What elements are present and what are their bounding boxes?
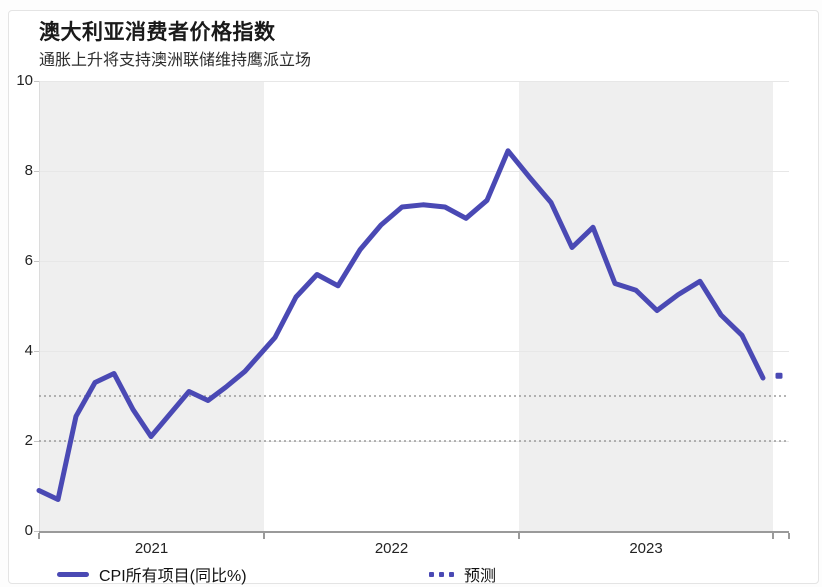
forecast-point (775, 372, 783, 379)
dotted-line-swatch-icon (429, 571, 454, 577)
legend-label-forecast: 预测 (464, 568, 497, 585)
y-axis-label-0: 0 (24, 522, 33, 539)
y-axis-label-6: 6 (24, 252, 33, 269)
y-axis-tick-2 (34, 440, 39, 442)
y-axis-label-4: 4 (24, 342, 33, 359)
x-axis-tick (518, 533, 520, 539)
year-band-2021 (39, 81, 264, 531)
x-axis-tick (263, 533, 265, 539)
legend-item-forecast: 预测 (429, 563, 496, 585)
cpi-line-chart (36, 148, 788, 502)
chart-subtitle: 通胀上升将支持澳洲联储维持鹰派立场 (39, 52, 312, 69)
y-axis-label-10: 10 (16, 72, 33, 89)
x-axis-year-label-2022: 2022 (374, 540, 409, 557)
year-band-end (773, 81, 789, 531)
x-axis-year-label-2023: 2023 (629, 540, 663, 557)
y-axis-label-8: 8 (24, 162, 33, 179)
gridline-4 (39, 350, 789, 352)
x-axis-year-label-2021: 2021 (134, 540, 169, 557)
x-axis-tick (772, 533, 774, 539)
year-band-2023 (519, 81, 773, 531)
y-axis-tick-10 (34, 80, 39, 82)
y-axis-tick-0 (34, 530, 39, 532)
gridline-6 (39, 260, 789, 262)
cpi-series-line (36, 148, 766, 502)
x-axis-tick (788, 533, 790, 539)
x-axis-line (39, 531, 789, 533)
plot-area: 0 2 4 6 8 10 2021 2022 2023 (16, 73, 790, 557)
y-axis-label-2: 2 (24, 432, 33, 449)
y-axis-line (39, 81, 40, 531)
year-band-2022 (264, 81, 519, 531)
chart-legend: CPI所有项目(同比%) 预测 (39, 563, 799, 587)
chart-card: 澳大利亚消费者价格指数 通胀上升将支持澳洲联储维持鹰派立场 0 2 4 6 8 10 202… (8, 10, 819, 587)
y-axis-tick-8 (34, 170, 39, 172)
y-axis-tick-6 (34, 260, 39, 262)
gridline-10 (39, 80, 789, 82)
page-title: 澳大利亚消费者价格指数 (39, 21, 276, 44)
x-axis-tick (38, 533, 40, 539)
solid-line-swatch-icon (57, 571, 89, 577)
gridline-8 (39, 170, 789, 172)
y-axis-tick-4 (34, 350, 39, 352)
legend-label-cpi: CPI所有项目(同比%) (99, 568, 247, 585)
legend-item-cpi: CPI所有项目(同比%) (57, 563, 247, 585)
